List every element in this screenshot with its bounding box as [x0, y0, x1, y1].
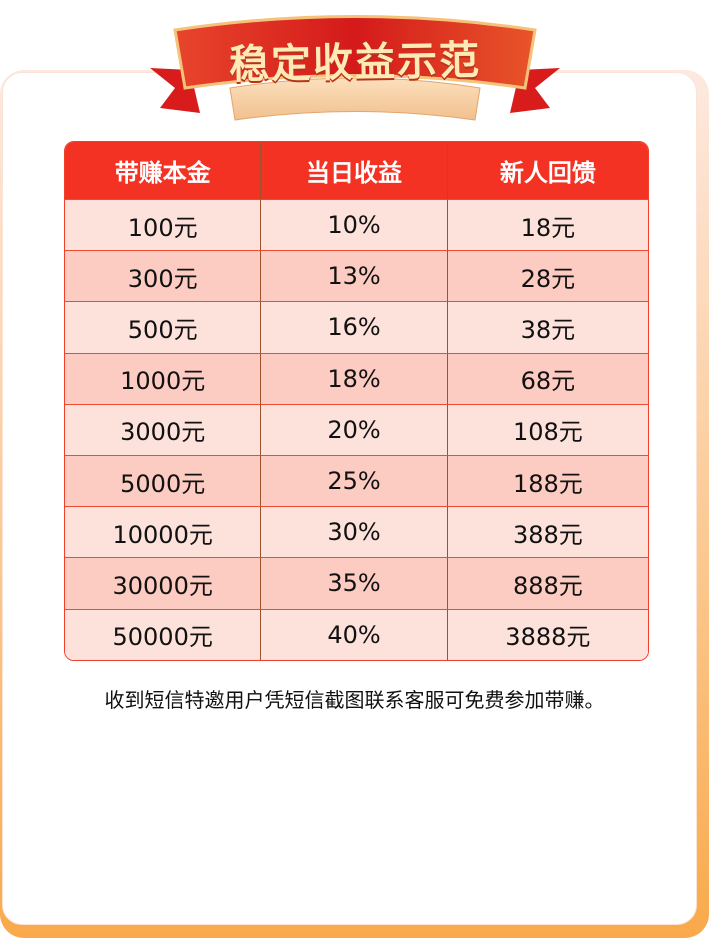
cell-principal: 5000元: [65, 454, 261, 507]
cell-daily-return: 13%: [260, 250, 447, 302]
table-row: 30000元 35% 888元: [65, 557, 648, 609]
header-newcomer-bonus: 新人回馈: [446, 142, 648, 199]
table-header-row: 带赚本金 当日收益 新人回馈: [65, 142, 648, 199]
cell-newcomer-bonus: 188元: [446, 454, 648, 507]
cell-daily-return: 16%: [260, 301, 447, 353]
table-row: 100元 10% 18元: [65, 199, 648, 251]
header-daily-return: 当日收益: [260, 142, 447, 199]
cell-newcomer-bonus: 68元: [446, 352, 648, 404]
cell-newcomer-bonus: 3888元: [446, 608, 648, 660]
table-row: 300元 13% 28元: [65, 250, 648, 302]
ribbon-icon: [150, 15, 560, 121]
cell-newcomer-bonus: 388元: [446, 506, 648, 558]
cell-principal: 500元: [65, 301, 261, 353]
cell-principal: 100元: [65, 199, 261, 251]
cell-newcomer-bonus: 108元: [446, 403, 648, 455]
table-row: 5000元 25% 188元: [65, 454, 648, 507]
cell-newcomer-bonus: 28元: [446, 250, 648, 302]
banner-title: 稳定收益示范: [228, 37, 482, 89]
table-row: 1000元 18% 68元: [65, 352, 648, 404]
title-ribbon: 稳定收益示范: [145, 8, 565, 123]
cell-daily-return: 40%: [260, 608, 447, 660]
cell-newcomer-bonus: 888元: [446, 557, 648, 609]
table-row: 50000元 40% 3888元: [65, 608, 648, 660]
cell-daily-return: 35%: [260, 557, 447, 609]
table-row: 3000元 20% 108元: [65, 403, 648, 455]
cell-principal: 300元: [65, 250, 261, 302]
earnings-table: 带赚本金 当日收益 新人回馈 100元 10% 18元 300元 13% 28元 500元 1…: [64, 141, 649, 661]
table-row: 500元 16% 38元: [65, 301, 648, 353]
cell-principal: 10000元: [65, 506, 261, 558]
footer-note: 收到短信特邀用户凭短信截图联系客服可免费参加带赚。: [104, 688, 605, 712]
cell-daily-return: 18%: [260, 352, 447, 404]
cell-daily-return: 10%: [260, 199, 447, 251]
cell-newcomer-bonus: 38元: [446, 301, 648, 353]
cell-principal: 1000元: [65, 352, 261, 404]
cell-principal: 3000元: [65, 403, 261, 455]
cell-daily-return: 30%: [260, 506, 447, 558]
cell-principal: 30000元: [65, 557, 261, 609]
cell-principal: 50000元: [65, 608, 261, 660]
cell-daily-return: 25%: [260, 454, 447, 507]
cell-newcomer-bonus: 18元: [446, 199, 648, 251]
cell-daily-return: 20%: [260, 403, 447, 455]
header-principal: 带赚本金: [65, 142, 261, 199]
table-row: 10000元 30% 388元: [65, 506, 648, 558]
